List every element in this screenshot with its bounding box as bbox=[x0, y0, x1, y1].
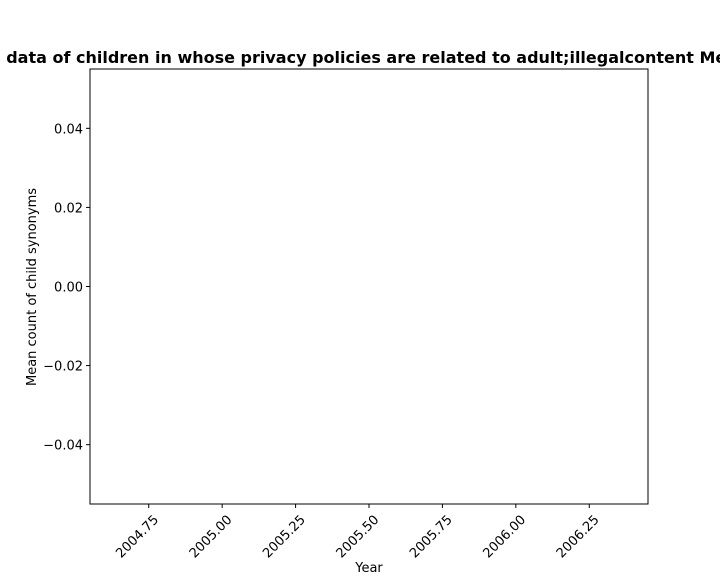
plot-area: 2004.75 2005.00 2005.25 2005.50 2005.75 2006.… bbox=[43, 68, 649, 562]
x-tick-label: 2006.25 bbox=[554, 513, 603, 562]
chart-title: Percentage of websites that collect pers… bbox=[0, 48, 720, 67]
x-tick-label: 2005.50 bbox=[334, 513, 383, 562]
y-axis-label: Mean count of child synonyms bbox=[25, 188, 40, 386]
x-tick-label: 2006.00 bbox=[480, 513, 529, 562]
x-tick-label: 2005.00 bbox=[187, 513, 236, 562]
y-tick-label: 0.00 bbox=[54, 281, 83, 296]
y-tick-label: −0.02 bbox=[43, 360, 83, 375]
x-tick-label: 2005.25 bbox=[260, 513, 309, 562]
x-tick-label: 2005.75 bbox=[407, 513, 456, 562]
x-tick-label: 2004.75 bbox=[113, 513, 162, 562]
y-tick-label: 0.02 bbox=[54, 201, 83, 216]
y-tick-label: −0.04 bbox=[43, 439, 83, 454]
x-axis-ticks: 2004.75 2005.00 2005.25 2005.50 2005.75 2006.… bbox=[113, 504, 603, 562]
axes-frame bbox=[89, 68, 649, 505]
x-axis-label: Year bbox=[354, 561, 383, 576]
y-axis-ticks: 0.04 0.02 0.00 −0.02 −0.04 bbox=[43, 122, 90, 454]
y-tick-label: 0.04 bbox=[54, 122, 83, 137]
